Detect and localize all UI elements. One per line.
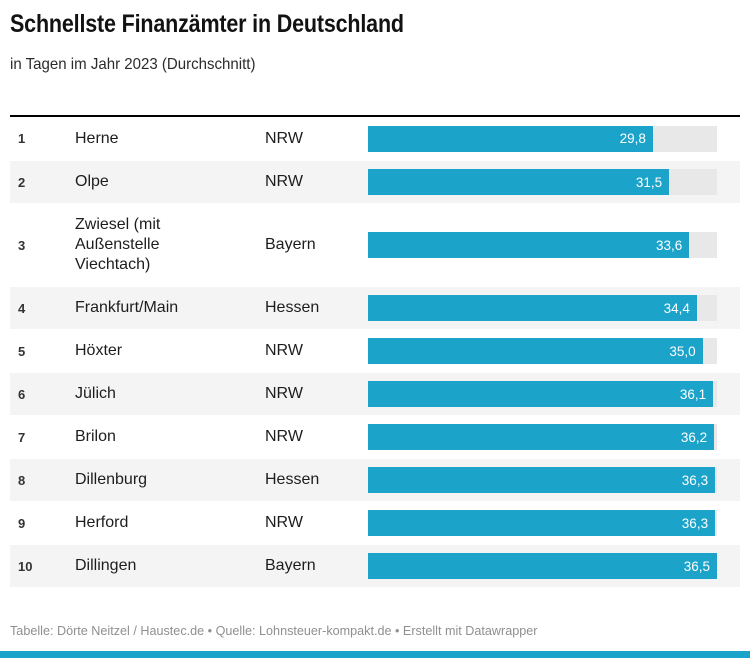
header-divider <box>10 115 740 117</box>
value-bar: 36,3 <box>368 510 716 536</box>
chart-title: Schnellste Finanzämter in Deutschland <box>10 10 404 38</box>
row-rank: 9 <box>18 515 26 531</box>
bar-track: 36,2 <box>368 424 717 450</box>
row-rank: 1 <box>18 131 26 146</box>
bar-value-label: 36,3 <box>681 515 709 531</box>
value-bar: 36,3 <box>368 467 716 493</box>
row-name: Brilon <box>75 428 116 445</box>
value-bar: 35,0 <box>368 338 703 364</box>
row-state: NRW <box>265 514 303 531</box>
row-rank: 4 <box>18 300 26 316</box>
bottom-accent-strip <box>0 651 750 658</box>
row-state: NRW <box>265 385 303 402</box>
chart-subtitle: in Tagen im Jahr 2023 (Durchschnitt) <box>10 56 256 73</box>
bar-track: 35,0 <box>368 338 717 364</box>
row-name: Frankfurt/Main <box>75 299 179 316</box>
bar-track: 36,1 <box>368 381 717 407</box>
table-row: 2 Olpe NRW 31,5 <box>10 160 740 203</box>
value-bar: 34,4 <box>368 295 697 321</box>
value-bar: 36,1 <box>368 381 714 407</box>
table-row: 3 Zwiesel (mit Außenstelle Viechtach) Ba… <box>10 203 740 286</box>
row-state: Hessen <box>265 299 320 316</box>
bar-track: 36,3 <box>368 467 717 493</box>
row-name: Jülich <box>75 385 116 402</box>
row-rank: 10 <box>18 558 33 574</box>
value-bar: 29,8 <box>368 125 653 152</box>
bar-value-label: 34,4 <box>663 300 690 316</box>
row-rank: 7 <box>18 429 26 445</box>
ranking-table: 1 Herne NRW 29,8 2 Olpe NRW 31,5 3 Zwies… <box>10 117 740 587</box>
row-name: Herne <box>75 129 119 147</box>
table-row: 6 Jülich NRW 36,1 <box>10 372 740 415</box>
row-name: Dillenburg <box>75 471 148 488</box>
table-row: 7 Brilon NRW 36,2 <box>10 415 740 458</box>
table-row: 10 Dillingen Bayern 36,5 <box>10 544 740 587</box>
bar-track: 31,5 <box>368 169 717 195</box>
bar-track: 29,8 <box>368 125 717 152</box>
chart-header: Schnellste Finanzämter in Deutschland in… <box>0 0 750 74</box>
row-rank: 5 <box>18 343 26 359</box>
row-name: Herford <box>75 514 129 531</box>
value-bar: 31,5 <box>368 169 670 195</box>
row-state: NRW <box>265 342 303 359</box>
table-row: 8 Dillenburg Hessen 36,3 <box>10 458 740 501</box>
row-name: Olpe <box>75 173 109 190</box>
table-row: 1 Herne NRW 29,8 <box>10 117 740 160</box>
footer-credit: Tabelle: Dörte Neitzel / Haustec.de • Qu… <box>10 623 538 638</box>
row-state: NRW <box>265 129 303 147</box>
row-name: Zwiesel (mit Außenstelle Viechtach) <box>75 216 161 273</box>
table-row: 4 Frankfurt/Main Hessen 34,4 <box>10 286 740 329</box>
row-rank: 8 <box>18 472 26 488</box>
table-row: 5 Höxter NRW 35,0 <box>10 329 740 372</box>
bar-value-label: 36,2 <box>680 429 708 445</box>
value-bar: 36,2 <box>368 424 715 450</box>
row-rank: 2 <box>18 174 26 190</box>
value-bar: 33,6 <box>368 232 690 258</box>
row-state: NRW <box>265 173 303 190</box>
bar-value-label: 33,6 <box>655 237 683 253</box>
row-state: Bayern <box>265 557 316 574</box>
bar-value-label: 36,1 <box>679 386 707 402</box>
bar-track: 36,3 <box>368 510 717 536</box>
bar-track: 33,6 <box>368 232 717 258</box>
bar-value-label: 29,8 <box>619 131 646 146</box>
row-name: Höxter <box>75 342 123 359</box>
bar-track: 36,5 <box>368 553 717 579</box>
row-state: Bayern <box>265 236 316 253</box>
row-rank: 6 <box>18 386 26 402</box>
row-state: Hessen <box>265 471 320 488</box>
value-bar: 36,5 <box>368 553 717 579</box>
bar-value-label: 36,3 <box>681 472 709 488</box>
bar-value-label: 31,5 <box>635 174 663 190</box>
row-name: Dillingen <box>75 557 137 574</box>
bar-value-label: 35,0 <box>669 343 696 359</box>
bar-value-label: 36,5 <box>683 558 710 574</box>
row-rank: 3 <box>18 237 26 253</box>
table-row: 9 Herford NRW 36,3 <box>10 501 740 544</box>
row-state: NRW <box>265 428 303 445</box>
bar-track: 34,4 <box>368 295 717 321</box>
